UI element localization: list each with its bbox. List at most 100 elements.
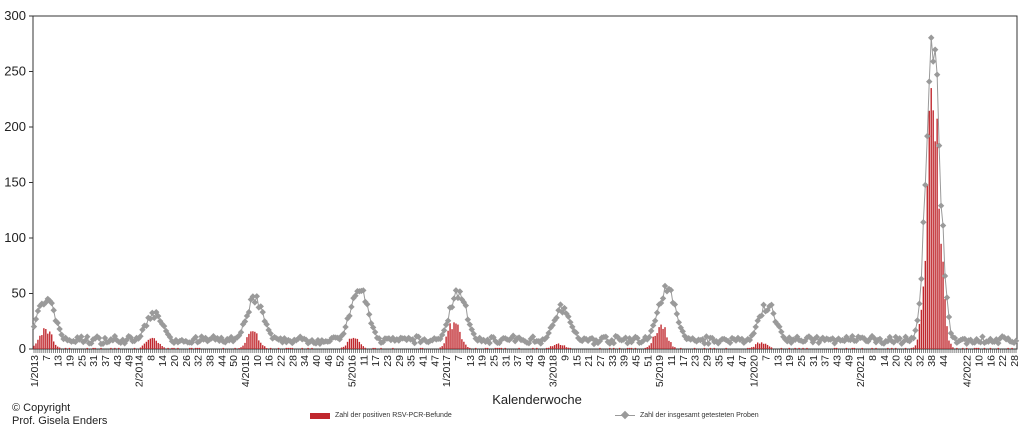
positive-bar: [904, 347, 907, 349]
x-tick-label: 19: [64, 355, 76, 367]
x-tick-label: 22: [275, 355, 287, 367]
positive-bar: [374, 347, 376, 349]
x-tick-label: 2/2014: [133, 355, 145, 387]
tested-point: [649, 322, 657, 329]
tested-point: [233, 334, 241, 341]
positive-bar: [41, 335, 43, 349]
positive-bar: [256, 333, 258, 349]
x-tick-label: 37: [820, 355, 832, 367]
positive-bar: [449, 323, 451, 349]
positive-bar: [983, 347, 986, 349]
positive-bar: [674, 347, 676, 349]
tested-point: [734, 334, 742, 342]
x-tick-label: 43: [112, 355, 124, 367]
x-tick-label: 31: [808, 355, 820, 367]
positive-bar: [486, 347, 489, 349]
tested-point: [438, 331, 446, 339]
positive-bar: [459, 331, 461, 349]
tested-point: [768, 301, 775, 309]
positive-bar: [703, 347, 706, 349]
tested-point: [448, 303, 456, 311]
x-tick-label: 23: [690, 355, 702, 367]
tested-point: [937, 202, 945, 209]
x-tick-label: 20: [169, 355, 181, 367]
tested-point: [679, 328, 686, 335]
positive-bar: [191, 347, 193, 349]
positive-bar: [155, 340, 157, 349]
positive-bar: [153, 338, 155, 349]
positive-bar: [618, 347, 621, 349]
x-axis: 1/2013 7 13 19 25 31 37 43 492/2014 8 14 20 26 32 38 44…: [29, 349, 1021, 387]
tested-point: [411, 339, 418, 347]
tested-point: [997, 335, 1004, 342]
positive-bar: [942, 261, 944, 349]
positive-bar: [110, 347, 112, 349]
legend-positive: Zahl der positiven RSV-PCR-Befunde: [310, 412, 452, 419]
x-tick-label: 11: [666, 355, 678, 366]
tested-point: [30, 323, 38, 330]
tested-point: [95, 334, 103, 342]
tested-point: [155, 312, 162, 320]
positive-bar: [758, 343, 761, 349]
positive-bar: [634, 347, 637, 349]
tested-point: [50, 307, 57, 314]
tested-point: [551, 317, 558, 324]
tested-point: [752, 323, 759, 331]
tested-point: [651, 317, 659, 325]
positive-bar: [664, 327, 666, 349]
positive-bar: [171, 347, 173, 349]
positive-bar: [944, 299, 946, 349]
positive-bar: [56, 346, 59, 349]
positive-bar: [500, 347, 503, 349]
tested-point: [648, 327, 655, 335]
positive-bar: [609, 347, 611, 349]
positive-bar: [163, 347, 165, 349]
tested-point: [143, 322, 150, 330]
x-tick-label: 37: [512, 355, 524, 367]
positive-bar: [940, 243, 942, 349]
tested-point: [841, 337, 848, 345]
x-tick-label: 40: [311, 355, 323, 367]
tested-point: [444, 317, 452, 324]
tested-point: [614, 333, 621, 341]
x-tick-label: 4/2022: [962, 355, 974, 387]
positive-bar: [39, 335, 41, 349]
positive-bar: [561, 345, 564, 349]
x-tick-label: 44: [938, 355, 950, 367]
positive-bar: [289, 347, 292, 349]
positive-bar: [234, 347, 236, 349]
positive-bar: [346, 341, 349, 349]
tested-point: [466, 321, 473, 328]
tested-point: [902, 333, 909, 341]
positive-bar: [504, 347, 506, 349]
copyright-author: Prof. Gisela Enders: [12, 415, 108, 427]
positive-bar: [950, 343, 952, 349]
positive-bar: [628, 347, 631, 349]
positive-bar: [973, 347, 976, 349]
positive-bar: [161, 346, 163, 349]
tested-point: [657, 299, 665, 307]
tested-point: [815, 339, 823, 346]
legend-tested: Zahl der insgesamt getesteten Proben: [615, 412, 759, 419]
positive-bar: [946, 326, 948, 349]
tested-point: [565, 313, 572, 320]
y-tick-label: 200: [4, 119, 26, 134]
positive-bar: [147, 339, 150, 349]
tested-point: [791, 336, 799, 344]
tested-point: [971, 339, 978, 346]
positive-bar: [451, 329, 453, 349]
x-tick-label: 7: [41, 355, 53, 361]
tested-point: [943, 294, 951, 301]
positive-bar: [439, 347, 441, 349]
positive-bar: [798, 347, 800, 349]
x-tick-label: 28: [1009, 355, 1021, 367]
x-tick-label: 10: [974, 355, 986, 367]
x-tick-label: 19: [784, 355, 796, 367]
legend-bar-swatch: [310, 412, 330, 419]
tested-point: [456, 288, 464, 295]
tested-point: [675, 319, 683, 326]
positive-bar: [567, 347, 570, 349]
tested-point: [464, 316, 472, 323]
y-tick-label: 100: [4, 230, 26, 245]
tested-point: [811, 335, 819, 342]
